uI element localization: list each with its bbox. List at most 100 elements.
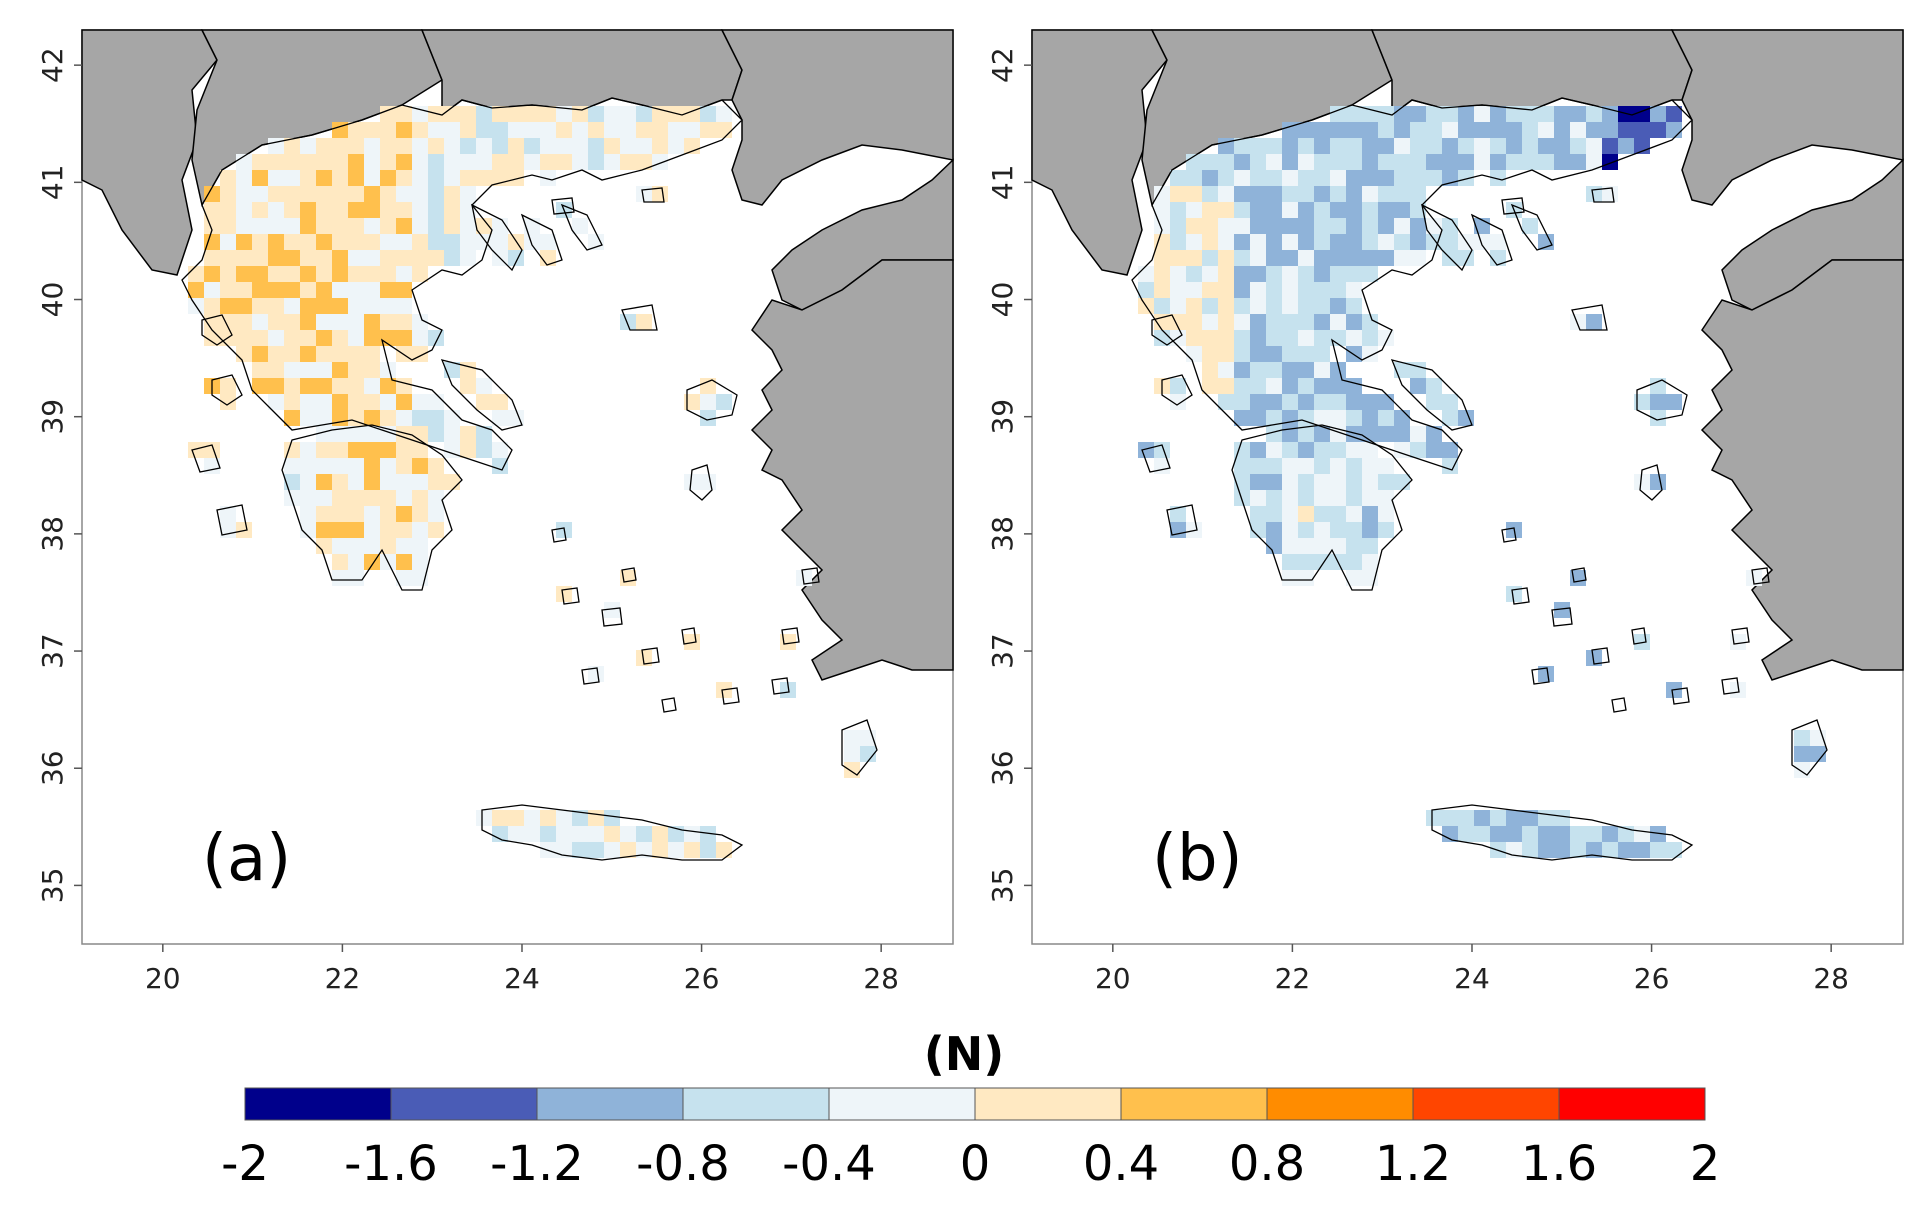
panel-a-grid-cell bbox=[364, 154, 380, 170]
panel-b-grid-cell bbox=[1266, 282, 1282, 298]
panel-b-grid-cell bbox=[1314, 138, 1330, 154]
panel-a-grid-cell bbox=[508, 106, 524, 122]
panel-b-grid-cell bbox=[1586, 842, 1602, 858]
panel-a-grid-cell bbox=[332, 186, 348, 202]
panel-b-grid-cell bbox=[1282, 170, 1298, 186]
panel-a-grid-cell bbox=[396, 282, 412, 298]
panel-a-grid-cell bbox=[652, 122, 668, 138]
panel-b-grid-cell bbox=[1490, 122, 1506, 138]
panel-b-grid-cell bbox=[1314, 122, 1330, 138]
panel-b-grid-cell bbox=[1298, 298, 1314, 314]
panel-a-grid-cell bbox=[348, 122, 364, 138]
panel-a-grid-cell bbox=[844, 762, 860, 778]
panel-a-grid-cell bbox=[412, 554, 428, 570]
panel-a-grid-cell bbox=[556, 138, 572, 154]
panel-a-grid-cell bbox=[332, 378, 348, 394]
panel-a-grid-cell bbox=[444, 202, 460, 218]
panel-a-grid-cell bbox=[556, 122, 572, 138]
panel-b-grid-cell bbox=[1170, 506, 1186, 522]
panel-a-grid-cell bbox=[284, 362, 300, 378]
panel-a-grid-cell bbox=[428, 490, 444, 506]
panel-b-grid-cell bbox=[1282, 442, 1298, 458]
panel-b-grid-cell bbox=[1554, 810, 1570, 826]
panel-b-grid-cell bbox=[1266, 346, 1282, 362]
panel-a-grid-cell bbox=[524, 106, 540, 122]
panel-b-grid-cell bbox=[1346, 266, 1362, 282]
panel-a-grid-cell bbox=[588, 666, 604, 682]
panel-b-grid-cell bbox=[1410, 186, 1426, 202]
panel-a-grid-cell bbox=[316, 138, 332, 154]
panel-a-grid-cell bbox=[236, 186, 252, 202]
panel-b-grid-cell bbox=[1234, 282, 1250, 298]
panel-a-grid-cell bbox=[396, 554, 412, 570]
panel-b-grid-cell bbox=[1218, 234, 1234, 250]
panel-b-grid-cell bbox=[1554, 154, 1570, 170]
panel-a-grid-cell bbox=[396, 330, 412, 346]
panel-a-y-tick-label: 42 bbox=[36, 47, 69, 83]
panel-b-grid-cell bbox=[1634, 122, 1650, 138]
panel-b-grid-cell bbox=[1650, 106, 1666, 122]
panel-a-grid-cell bbox=[380, 122, 396, 138]
panel-b-grid-cell bbox=[1330, 154, 1346, 170]
panel-b-grid-cell bbox=[1378, 394, 1394, 410]
panel-b-grid-cell bbox=[1538, 810, 1554, 826]
panel-b-grid-cell bbox=[1346, 122, 1362, 138]
panel-a-grid-cell bbox=[428, 522, 444, 538]
panel-b-grid-cell bbox=[1186, 234, 1202, 250]
panel-b-grid-cell bbox=[1458, 826, 1474, 842]
panel-a-grid-cell bbox=[332, 330, 348, 346]
panel-a-y-tick-label: 38 bbox=[36, 516, 69, 552]
panel-a-grid-cell bbox=[316, 170, 332, 186]
panel-a-grid-cell bbox=[300, 266, 316, 282]
panel-a-grid-cell bbox=[300, 362, 316, 378]
panel-b-grid-cell bbox=[1250, 506, 1266, 522]
panel-b-grid-cell bbox=[1650, 842, 1666, 858]
panel-a-grid-cell bbox=[300, 170, 316, 186]
panel-b-x-tick-label: 28 bbox=[1813, 962, 1849, 995]
colorbar-tick-label: -1.6 bbox=[344, 1136, 438, 1192]
panel-a-grid-cell bbox=[364, 538, 380, 554]
panel-b-grid-cell bbox=[1218, 266, 1234, 282]
panel-a-grid-cell bbox=[252, 234, 268, 250]
panel-a-grid-cell bbox=[380, 282, 396, 298]
panel-a-grid-cell bbox=[284, 234, 300, 250]
panel-b-grid-cell bbox=[1522, 826, 1538, 842]
panel-b-grid-cell bbox=[1362, 522, 1378, 538]
panel-b-grid-cell bbox=[1170, 378, 1186, 394]
panel-a-grid-cell bbox=[684, 634, 700, 650]
panel-a-grid-cell bbox=[348, 298, 364, 314]
panel-b-grid-cell bbox=[1378, 330, 1394, 346]
panel-a-grid-cell bbox=[220, 394, 236, 410]
panel-a-grid-cell bbox=[460, 426, 476, 442]
panel-b-grid-cell bbox=[1266, 330, 1282, 346]
panel-a-grid-cell bbox=[444, 122, 460, 138]
panel-a-grid-cell bbox=[492, 458, 508, 474]
panel-a-grid-cell bbox=[236, 202, 252, 218]
panel-a-grid-cell bbox=[428, 458, 444, 474]
panel-a-grid-cell bbox=[396, 442, 412, 458]
panel-a-grid-cell bbox=[380, 186, 396, 202]
panel-a-grid-cell bbox=[348, 266, 364, 282]
panel-b-grid-cell bbox=[1346, 442, 1362, 458]
panel-b-grid-cell bbox=[1538, 666, 1554, 682]
panel-a-grid-cell bbox=[476, 442, 492, 458]
panel-b-grid-cell bbox=[1330, 138, 1346, 154]
panel-a-grid-cell bbox=[300, 282, 316, 298]
panel-a-grid-cell bbox=[220, 282, 236, 298]
panel-a-grid-cell bbox=[508, 154, 524, 170]
panel-a-grid-cell bbox=[460, 170, 476, 186]
panel-b-grid-cell bbox=[1298, 346, 1314, 362]
panel-b-grid-cell bbox=[1506, 810, 1522, 826]
panel-a-grid-cell bbox=[716, 122, 732, 138]
panel-b-grid-cell bbox=[1346, 298, 1362, 314]
panel-a-grid-cell bbox=[396, 138, 412, 154]
panel-a-grid-cell bbox=[300, 346, 316, 362]
panel-a-grid-cell bbox=[396, 122, 412, 138]
panel-b-y-tick-label: 35 bbox=[986, 868, 1019, 904]
panel-a-grid-cell bbox=[300, 138, 316, 154]
panel-b-y-tick-label: 37 bbox=[986, 633, 1019, 669]
panel-b-grid-cell bbox=[1298, 458, 1314, 474]
panel-b-grid-cell bbox=[1266, 442, 1282, 458]
panel-b-grid-cell bbox=[1170, 282, 1186, 298]
panel-a-grid-cell bbox=[412, 138, 428, 154]
